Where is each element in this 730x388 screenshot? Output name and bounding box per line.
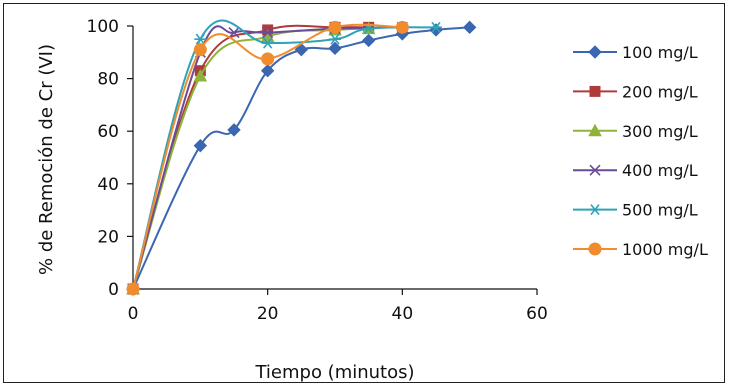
data-point — [261, 52, 275, 66]
x-tick-label: 0 — [128, 304, 139, 324]
data-point — [329, 33, 341, 45]
data-point — [227, 123, 241, 137]
data-point — [430, 21, 442, 33]
data-point — [193, 43, 207, 57]
x-axis-title: Tiempo (minutos) — [254, 362, 414, 383]
axes — [132, 26, 537, 290]
legend-label: 400 mg/L — [622, 161, 698, 180]
data-point — [194, 33, 207, 45]
legend-label: 1000 mg/L — [622, 240, 708, 259]
legend-swatch-marker — [588, 242, 602, 256]
legend-item: 400 mg/L — [573, 161, 698, 180]
legend-swatch-marker — [588, 45, 602, 59]
data-point — [193, 138, 208, 153]
y-tick-label: 40 — [97, 175, 119, 195]
legend-item: 100 mg/L — [573, 43, 698, 62]
data-point — [361, 33, 376, 48]
y-tick-label: 80 — [97, 70, 119, 90]
series-500-mg/l — [127, 19, 442, 295]
legend-label: 300 mg/L — [622, 122, 698, 141]
data-point — [462, 20, 477, 35]
y-tick-label: 20 — [97, 227, 119, 247]
series-1000-mg/l — [126, 20, 409, 296]
legend-swatch-marker — [589, 204, 601, 216]
x-ticks: 0 20 40 60 — [128, 289, 548, 324]
data-point — [328, 20, 342, 34]
legend-swatch-marker — [588, 123, 602, 137]
data-point — [261, 37, 274, 49]
data-point — [262, 27, 274, 39]
x-tick-label: 20 — [257, 304, 279, 324]
legend-item: 300 mg/L — [573, 122, 698, 141]
legend-item: 500 mg/L — [573, 201, 698, 220]
data-point — [395, 20, 409, 34]
y-ticks: 0 20 40 60 80 100 — [87, 17, 133, 300]
series-line — [132, 23, 403, 290]
y-tick-label: 60 — [97, 122, 119, 142]
data-point — [429, 23, 443, 37]
y-tick-label: 0 — [108, 280, 119, 300]
x-tick-label: 60 — [526, 304, 548, 324]
x-tick-label: 40 — [392, 304, 414, 324]
legend-item: 200 mg/L — [573, 82, 698, 101]
series-line — [132, 19, 437, 290]
data-point — [193, 68, 208, 82]
legend-swatch-marker — [589, 164, 601, 176]
series-layer — [126, 19, 477, 296]
legend-item: 1000 mg/L — [573, 240, 708, 259]
data-point — [228, 27, 240, 39]
chart-frame — [3, 3, 725, 383]
data-point — [328, 41, 342, 56]
legend-swatch-marker — [589, 85, 601, 97]
data-point — [260, 64, 275, 78]
legend-label: 200 mg/L — [622, 82, 698, 101]
series-100-mg/l — [126, 20, 477, 296]
legend-label: 100 mg/L — [622, 43, 698, 62]
legend-label: 500 mg/L — [622, 201, 698, 220]
y-axis-title: % de Remoción de Cr (VI) — [36, 44, 57, 275]
y-tick-label: 100 — [87, 17, 119, 37]
series-line — [132, 26, 470, 290]
data-point — [126, 282, 140, 296]
legend: 100 mg/L 200 mg/L 300 mg/L 400 mg/L 500 mg/L… — [573, 43, 708, 259]
